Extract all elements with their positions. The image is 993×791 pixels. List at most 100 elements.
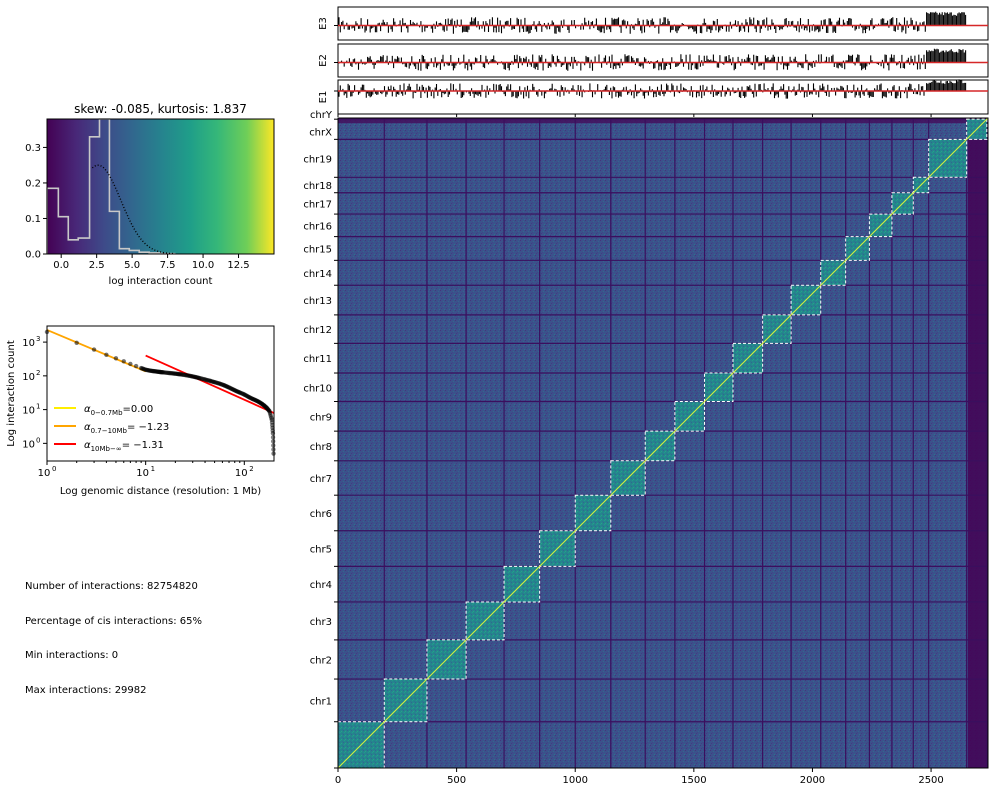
heatmap-x-tick-label: 2500 — [918, 775, 943, 786]
chromosome-block-outline — [891, 192, 914, 215]
decay-x-tick-exponent: 1 — [151, 465, 155, 473]
decay-y-tick-label: 10 — [22, 338, 35, 349]
legend-alpha: α — [84, 440, 91, 451]
chromosome-label-chr11: chr11 — [303, 354, 332, 365]
decay-frame — [46, 325, 275, 462]
chromosome-label-chrX: chrX — [309, 127, 332, 138]
stats-max-interactions: Max interactions: 29982 — [25, 684, 147, 696]
chromosome-label-chr6: chr6 — [310, 509, 332, 520]
chromosome-label-chr15: chr15 — [303, 244, 332, 255]
chromosome-block-outline — [539, 530, 576, 567]
chromosome-block-outline — [704, 372, 734, 402]
stats-cis-percentage: Percentage of cis interactions: 65% — [25, 615, 202, 627]
decay-point — [121, 359, 126, 364]
chromosome-block-outline — [966, 118, 988, 140]
legend-value: = −1.31 — [122, 440, 164, 451]
decay-point — [133, 363, 139, 369]
stats-min-interactions: Min interactions: 0 — [25, 650, 119, 661]
chromosome-label-chr19: chr19 — [303, 154, 332, 165]
decay-y-tick-exponent: 3 — [36, 335, 40, 343]
histogram-title: skew: -0.085, kurtosis: 1.837 — [74, 102, 247, 116]
chromosome-block-outline — [912, 176, 930, 194]
eigenvector-tracks: E3 E2 E1 — [318, 6, 989, 117]
legend-subscript: 0−0.7Mb — [91, 409, 123, 417]
chromosome-block-outline — [928, 138, 968, 178]
decay-y-tick-exponent: 0 — [36, 436, 40, 444]
chromosome-block-outline — [868, 213, 893, 238]
histogram-y-tick-label: 0.2 — [25, 178, 41, 189]
decay-x-tick-exponent: 2 — [249, 465, 253, 473]
legend-subscript: 0.7−10Mb — [91, 427, 128, 435]
heatmap-dark-stripe-top — [338, 118, 988, 124]
legend-entry: α10Mb−∞= −1.31 — [84, 440, 164, 453]
chromosome-label-chr9: chr9 — [310, 412, 332, 423]
legend-value: = −1.23 — [127, 422, 169, 433]
chromosome-label-chr8: chr8 — [310, 442, 332, 453]
decay-point — [74, 340, 79, 346]
decay-point — [270, 435, 276, 440]
legend-subscript: 10Mb−∞ — [91, 445, 122, 453]
histogram-x-label: log interaction count — [109, 276, 213, 287]
histogram-x-tick-label: 2.5 — [89, 260, 105, 271]
histogram-x-tick-label: 7.5 — [160, 260, 176, 271]
histogram-x-tick-label: 5.0 — [124, 260, 140, 271]
chromosome-label-chr14: chr14 — [303, 269, 332, 280]
heatmap-x-tick-label: 0 — [335, 775, 341, 786]
decay-background — [47, 326, 274, 461]
legend-entry: α0.7−10Mb= −1.23 — [84, 422, 169, 435]
chromosome-block-outline — [383, 678, 428, 723]
heatmap-dark-stripe-right — [967, 118, 988, 768]
decay-y-tick-label: 10 — [22, 372, 35, 383]
track-label: E1 — [318, 91, 329, 104]
histogram-panel: 0.0 2.5 5.0 7.5 10.0 12.5 0.0 0.1 0.2 0.3 skew: -0… — [25, 102, 275, 287]
chromosome-label-chr4: chr4 — [310, 580, 332, 591]
decay-fit-line-long — [145, 354, 275, 414]
chromosome-label-chr12: chr12 — [303, 325, 332, 336]
decay-point — [104, 352, 109, 358]
decay-point — [128, 361, 133, 367]
chromosome-block-outline — [820, 259, 847, 286]
histogram-y-tick-label: 0.3 — [25, 143, 41, 154]
stats-block: Number of interactions: 82754820 Percent… — [25, 558, 202, 708]
histogram-fit-curve — [91, 164, 175, 255]
heatmap-x-tick-label: 1500 — [681, 775, 706, 786]
decay-x-tick-label: 10 — [38, 468, 51, 479]
track-label: E3 — [318, 17, 329, 30]
heatmap-x-tick-label: 500 — [447, 775, 466, 786]
track-signal — [338, 79, 967, 99]
chromosome-block-outline — [845, 236, 870, 261]
decay-x-label: Log genomic distance (resolution: 1 Mb) — [60, 486, 261, 497]
heatmap-x-tick-label: 2000 — [800, 775, 825, 786]
chromosome-label-chr13: chr13 — [303, 296, 332, 307]
histogram-y-tick-label: 0.1 — [25, 214, 41, 225]
histogram-x-tick-label: 12.5 — [227, 260, 249, 271]
heatmap-x-tick-label: 1000 — [562, 775, 587, 786]
chromosome-label-chr2: chr2 — [310, 655, 332, 666]
chromosome-label-chrY: chrY — [310, 110, 333, 121]
track-E2: E2 — [318, 43, 989, 78]
track-frame — [337, 79, 989, 115]
decay-point — [270, 439, 276, 444]
track-E3: E3 — [318, 6, 989, 41]
legend-alpha: α — [84, 422, 91, 433]
track-E1: E1 — [318, 79, 989, 115]
decay-x-tick-label: 10 — [136, 468, 149, 479]
decay-point — [91, 347, 97, 352]
heatmap-diagonal — [337, 117, 989, 769]
chromosome-block-outline — [574, 494, 612, 532]
legend-value: =0.00 — [123, 404, 154, 415]
decay-x-tick-label: 10 — [235, 468, 248, 479]
chromosome-label-chr5: chr5 — [310, 545, 332, 556]
decay-points — [44, 329, 276, 456]
decay-point — [271, 443, 276, 448]
histogram-x-tick-label: 10.0 — [192, 260, 214, 271]
chromosome-label-chr17: chr17 — [303, 199, 332, 210]
legend-alpha: α — [84, 404, 91, 415]
decay-y-tick-label: 10 — [22, 439, 35, 450]
chromosome-label-chr1: chr1 — [310, 696, 332, 707]
histogram-step — [46, 118, 176, 255]
decay-y-tick-exponent: 1 — [36, 403, 40, 411]
